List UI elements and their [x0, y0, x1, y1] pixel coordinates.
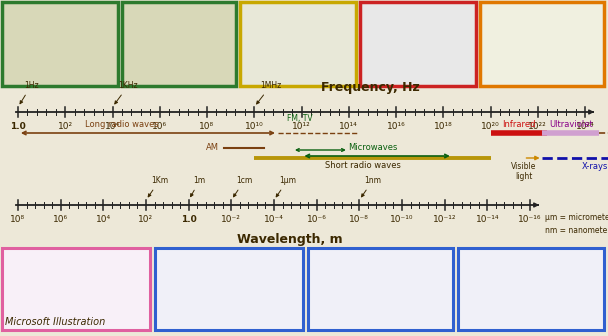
- Text: Long radio waves: Long radio waves: [85, 120, 159, 129]
- Text: 10⁻¹⁴: 10⁻¹⁴: [475, 215, 499, 224]
- Bar: [308, 248, 453, 330]
- Text: Microwaves: Microwaves: [348, 143, 397, 152]
- Text: 10⁻¹⁰: 10⁻¹⁰: [390, 215, 414, 224]
- Text: 10⁸: 10⁸: [10, 215, 26, 224]
- Text: 10⁻⁸: 10⁻⁸: [350, 215, 369, 224]
- Text: 1KHz: 1KHz: [115, 81, 138, 104]
- Text: 1.0: 1.0: [181, 215, 196, 224]
- Text: 1Km: 1Km: [148, 176, 168, 197]
- Text: 10⁻¹⁶: 10⁻¹⁶: [518, 215, 542, 224]
- Text: FM, TV: FM, TV: [288, 114, 313, 123]
- Text: Wavelength, m: Wavelength, m: [237, 233, 343, 246]
- Text: 10⁻¹²: 10⁻¹²: [433, 215, 457, 224]
- Text: 10¹⁰: 10¹⁰: [245, 122, 264, 131]
- Text: 1μm: 1μm: [276, 176, 296, 197]
- Text: AM: AM: [206, 143, 219, 153]
- Bar: [480, 2, 604, 86]
- Text: 10⁸: 10⁸: [199, 122, 215, 131]
- Text: 1Hz: 1Hz: [20, 81, 39, 104]
- Text: 10²⁴: 10²⁴: [576, 122, 595, 131]
- Text: 10²²: 10²²: [528, 122, 547, 131]
- Text: 1.0: 1.0: [10, 122, 26, 131]
- Text: 1m: 1m: [190, 176, 206, 197]
- Text: 10⁻⁶: 10⁻⁶: [306, 215, 326, 224]
- Text: 10²⁰: 10²⁰: [481, 122, 500, 131]
- Text: 1MHz: 1MHz: [257, 81, 282, 104]
- Bar: [155, 248, 303, 330]
- Text: X-rays: X-rays: [581, 162, 607, 171]
- Text: μm = micrometer
nm = nanometer: μm = micrometer nm = nanometer: [545, 213, 608, 235]
- Text: 10²: 10²: [139, 215, 154, 224]
- Text: 10⁴: 10⁴: [96, 215, 111, 224]
- Text: Infrared: Infrared: [502, 120, 536, 129]
- Text: 10¹⁸: 10¹⁸: [434, 122, 452, 131]
- Text: 10⁶: 10⁶: [152, 122, 167, 131]
- Text: 10⁻²: 10⁻²: [221, 215, 241, 224]
- Text: 1nm: 1nm: [362, 176, 381, 197]
- Text: 10¹⁴: 10¹⁴: [339, 122, 358, 131]
- Bar: [458, 248, 604, 330]
- Text: Frequency, Hz: Frequency, Hz: [320, 81, 420, 94]
- Text: 10²: 10²: [58, 122, 73, 131]
- Text: 10⁻⁴: 10⁻⁴: [264, 215, 284, 224]
- Text: Microsoft Illustration: Microsoft Illustration: [5, 317, 105, 327]
- Text: 1cm: 1cm: [233, 176, 252, 197]
- Bar: [122, 2, 236, 86]
- Text: 10¹⁶: 10¹⁶: [387, 122, 406, 131]
- Text: 10¹²: 10¹²: [292, 122, 311, 131]
- Bar: [360, 2, 476, 86]
- Text: Short radio waves: Short radio waves: [325, 161, 401, 170]
- Bar: [240, 2, 356, 86]
- Text: 10⁶: 10⁶: [53, 215, 68, 224]
- Bar: [2, 2, 118, 86]
- Text: 10⁴: 10⁴: [105, 122, 120, 131]
- Text: Ultraviolet: Ultraviolet: [549, 120, 593, 129]
- Bar: [2, 248, 150, 330]
- Text: Visible
light: Visible light: [511, 162, 536, 181]
